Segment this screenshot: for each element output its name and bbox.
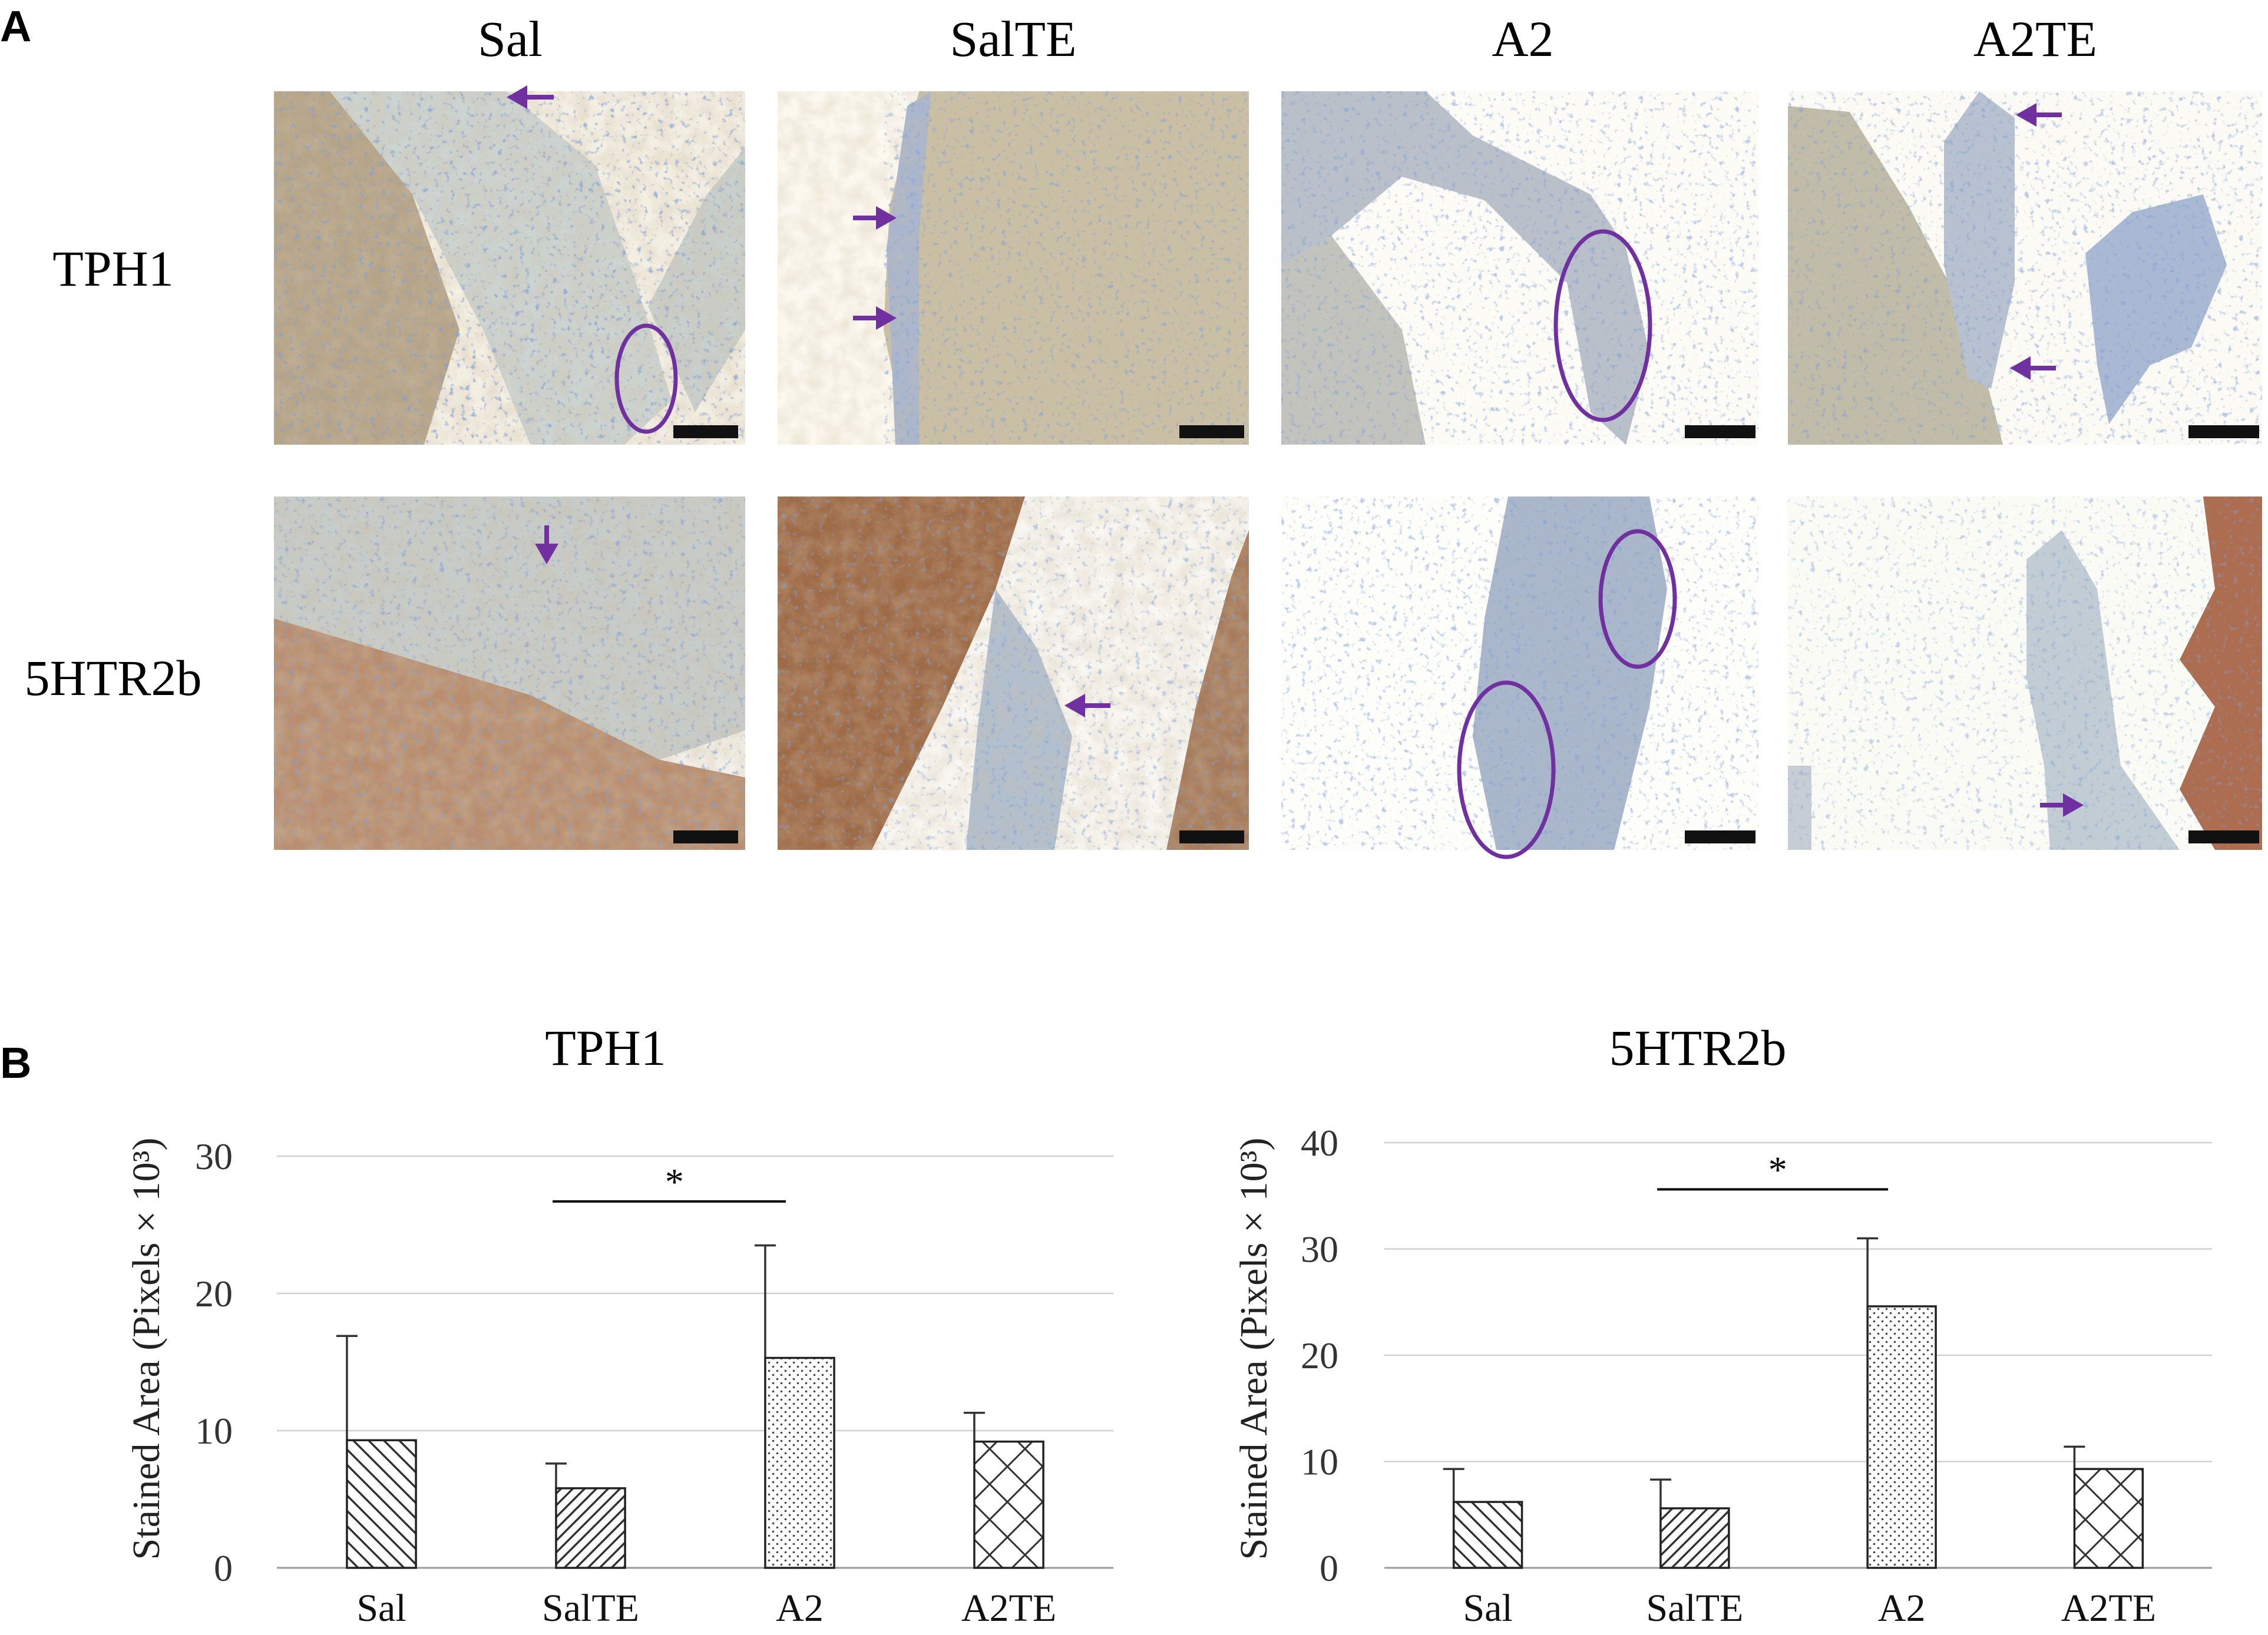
micrograph-5htr2b-sal bbox=[274, 497, 745, 850]
ellipse-annotation bbox=[1457, 680, 1556, 859]
arrow-annotation bbox=[2016, 103, 2062, 127]
x-tick-label: A2TE bbox=[961, 1587, 1056, 1630]
y-tick-label: 30 bbox=[1301, 1229, 1338, 1270]
column-headers: Sal SalTE A2 A2TE bbox=[478, 11, 2097, 67]
arrow-annotation bbox=[535, 525, 558, 564]
bar-salte bbox=[555, 1487, 626, 1569]
y-tick-label: 20 bbox=[1301, 1335, 1338, 1376]
bar-a2 bbox=[764, 1356, 835, 1569]
x-tick-label: Sal bbox=[356, 1587, 406, 1630]
column-header-sal: Sal bbox=[478, 11, 543, 67]
chart-title: TPH1 bbox=[545, 1020, 666, 1076]
column-header-a2: A2 bbox=[1492, 11, 1553, 67]
row-labels: TPH1 5HTR2b bbox=[25, 240, 202, 706]
ellipse-annotation bbox=[614, 323, 678, 434]
micrograph-tph1-salte bbox=[778, 91, 1249, 445]
micrograph-tph1-sal bbox=[274, 91, 745, 445]
y-tick-label: 0 bbox=[214, 1547, 233, 1589]
micrograph-grid bbox=[274, 85, 2262, 859]
column-header-salte: SalTE bbox=[950, 11, 1077, 67]
ellipse-annotation bbox=[1553, 229, 1652, 422]
bar-salte bbox=[1659, 1507, 1730, 1569]
column-header-a2te: A2TE bbox=[1973, 11, 2097, 67]
y-tick-label: 30 bbox=[195, 1136, 233, 1177]
annotations bbox=[507, 85, 2084, 859]
y-axis-label: Stained Area (Pixels × 10³) bbox=[125, 1138, 168, 1560]
arrow-annotation bbox=[2040, 793, 2084, 817]
micrograph-tph1-a2 bbox=[1281, 91, 1758, 445]
micrograph-5htr2b-a2te bbox=[1788, 497, 2262, 850]
bar-a2te bbox=[973, 1440, 1044, 1569]
row-label-5htr2b: 5HTR2b bbox=[25, 650, 202, 706]
y-axis-label: Stained Area (Pixels × 10³) bbox=[1232, 1138, 1275, 1560]
y-tick-label: 20 bbox=[195, 1273, 233, 1315]
micrograph-tph1-a2te bbox=[1788, 91, 2262, 445]
chart-tph1: TPH1 Stained Area (Pixels × 10³) 0 10 20 30 Sa… bbox=[125, 1020, 1113, 1630]
arrow-annotation bbox=[1064, 694, 1110, 717]
x-tick-label: SalTE bbox=[1646, 1587, 1743, 1630]
bar-a2 bbox=[1866, 1305, 1937, 1569]
arrow-annotation bbox=[853, 306, 897, 330]
y-tick-label: 40 bbox=[1301, 1122, 1338, 1164]
bar-a2te bbox=[2073, 1468, 2144, 1569]
row-label-tph1: TPH1 bbox=[52, 240, 173, 297]
bar-sal bbox=[1452, 1501, 1523, 1569]
bar-sal bbox=[346, 1439, 417, 1569]
significance-marker: * bbox=[665, 1161, 684, 1203]
x-tick-label: A2TE bbox=[2061, 1587, 2156, 1630]
x-tick-label: A2 bbox=[1878, 1587, 1926, 1630]
micrograph-5htr2b-a2 bbox=[1281, 497, 1758, 850]
x-tick-label: SalTE bbox=[542, 1587, 639, 1630]
panel-label-b: B bbox=[0, 1038, 31, 1087]
micrograph-5htr2b-salte bbox=[778, 497, 1249, 850]
significance-marker: * bbox=[1768, 1149, 1787, 1190]
y-tick-label: 10 bbox=[1301, 1441, 1338, 1483]
ellipse-annotation bbox=[1598, 529, 1677, 669]
y-tick-label: 0 bbox=[1320, 1547, 1338, 1589]
panel-label-a: A bbox=[0, 2, 31, 51]
y-tick-label: 10 bbox=[195, 1410, 233, 1452]
x-tick-label: Sal bbox=[1463, 1587, 1512, 1630]
chart-title: 5HTR2b bbox=[1609, 1020, 1787, 1076]
arrow-annotation bbox=[507, 85, 554, 109]
arrow-annotation bbox=[853, 206, 897, 230]
arrow-annotation bbox=[2010, 356, 2056, 380]
x-tick-label: A2 bbox=[776, 1587, 824, 1630]
chart-5htr2b: 5HTR2b Stained Area (Pixels × 10³) 0 10 20 30… bbox=[1232, 1020, 2212, 1630]
